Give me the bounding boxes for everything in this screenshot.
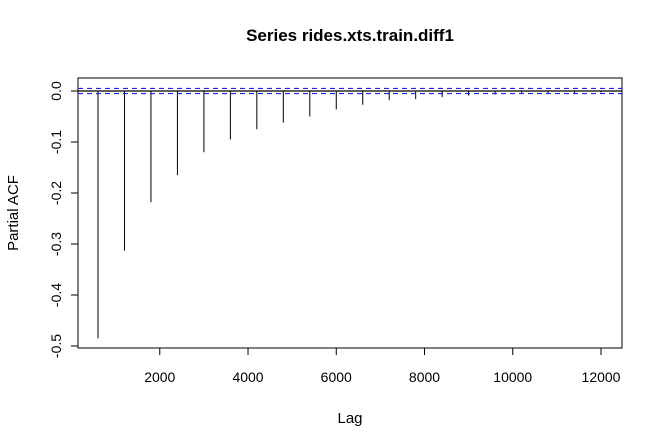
chart-title: Series rides.xts.train.diff1 — [246, 26, 454, 45]
y-tick-label: 0.0 — [48, 81, 64, 101]
y-axis-label: Partial ACF — [5, 175, 22, 251]
confidence-bounds — [78, 87, 622, 95]
x-tick-label: 12000 — [582, 369, 621, 385]
x-axis: 2000 4000 6000 8000 10000 12000 — [144, 347, 621, 385]
y-tick-label: -0.4 — [48, 283, 64, 307]
y-tick-label: -0.2 — [48, 181, 64, 205]
x-tick-label: 4000 — [232, 369, 263, 385]
y-tick-label: -0.5 — [48, 334, 64, 358]
y-tick-label: -0.3 — [48, 232, 64, 256]
x-tick-label: 8000 — [409, 369, 440, 385]
plot-frame — [77, 77, 623, 349]
x-tick-label: 2000 — [144, 369, 175, 385]
x-tick-label: 6000 — [321, 369, 352, 385]
bar-series — [97, 91, 602, 339]
x-tick-label: 10000 — [493, 369, 532, 385]
y-tick-label: -0.1 — [48, 130, 64, 154]
y-axis: 0.0 -0.1 -0.2 -0.3 -0.4 -0.5 — [48, 81, 79, 358]
x-axis-label: Lag — [337, 410, 362, 427]
